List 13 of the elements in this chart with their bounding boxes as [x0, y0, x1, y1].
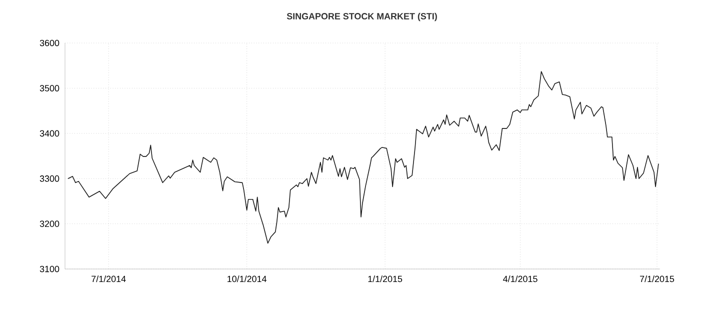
y-tick-label: 3200: [40, 220, 60, 227]
y-tick-label: 3400: [40, 130, 60, 137]
x-tick-label: 7/1/2015: [640, 276, 674, 282]
y-tick-label: 3600: [40, 40, 60, 46]
x-tick-label: 10/1/2014: [228, 276, 266, 282]
y-tick-label: 3300: [40, 175, 60, 182]
x-tick-label: 4/1/2015: [503, 276, 538, 282]
y-tick-label: 3100: [40, 266, 60, 272]
x-tick-label: 1/1/2015: [368, 276, 402, 282]
chart-title: SINGAPORE STOCK MARKET (STI): [286, 12, 437, 22]
x-tick-label: 7/1/2014: [92, 276, 126, 282]
line-series: [68, 71, 659, 244]
y-tick-label: 3500: [40, 85, 60, 92]
